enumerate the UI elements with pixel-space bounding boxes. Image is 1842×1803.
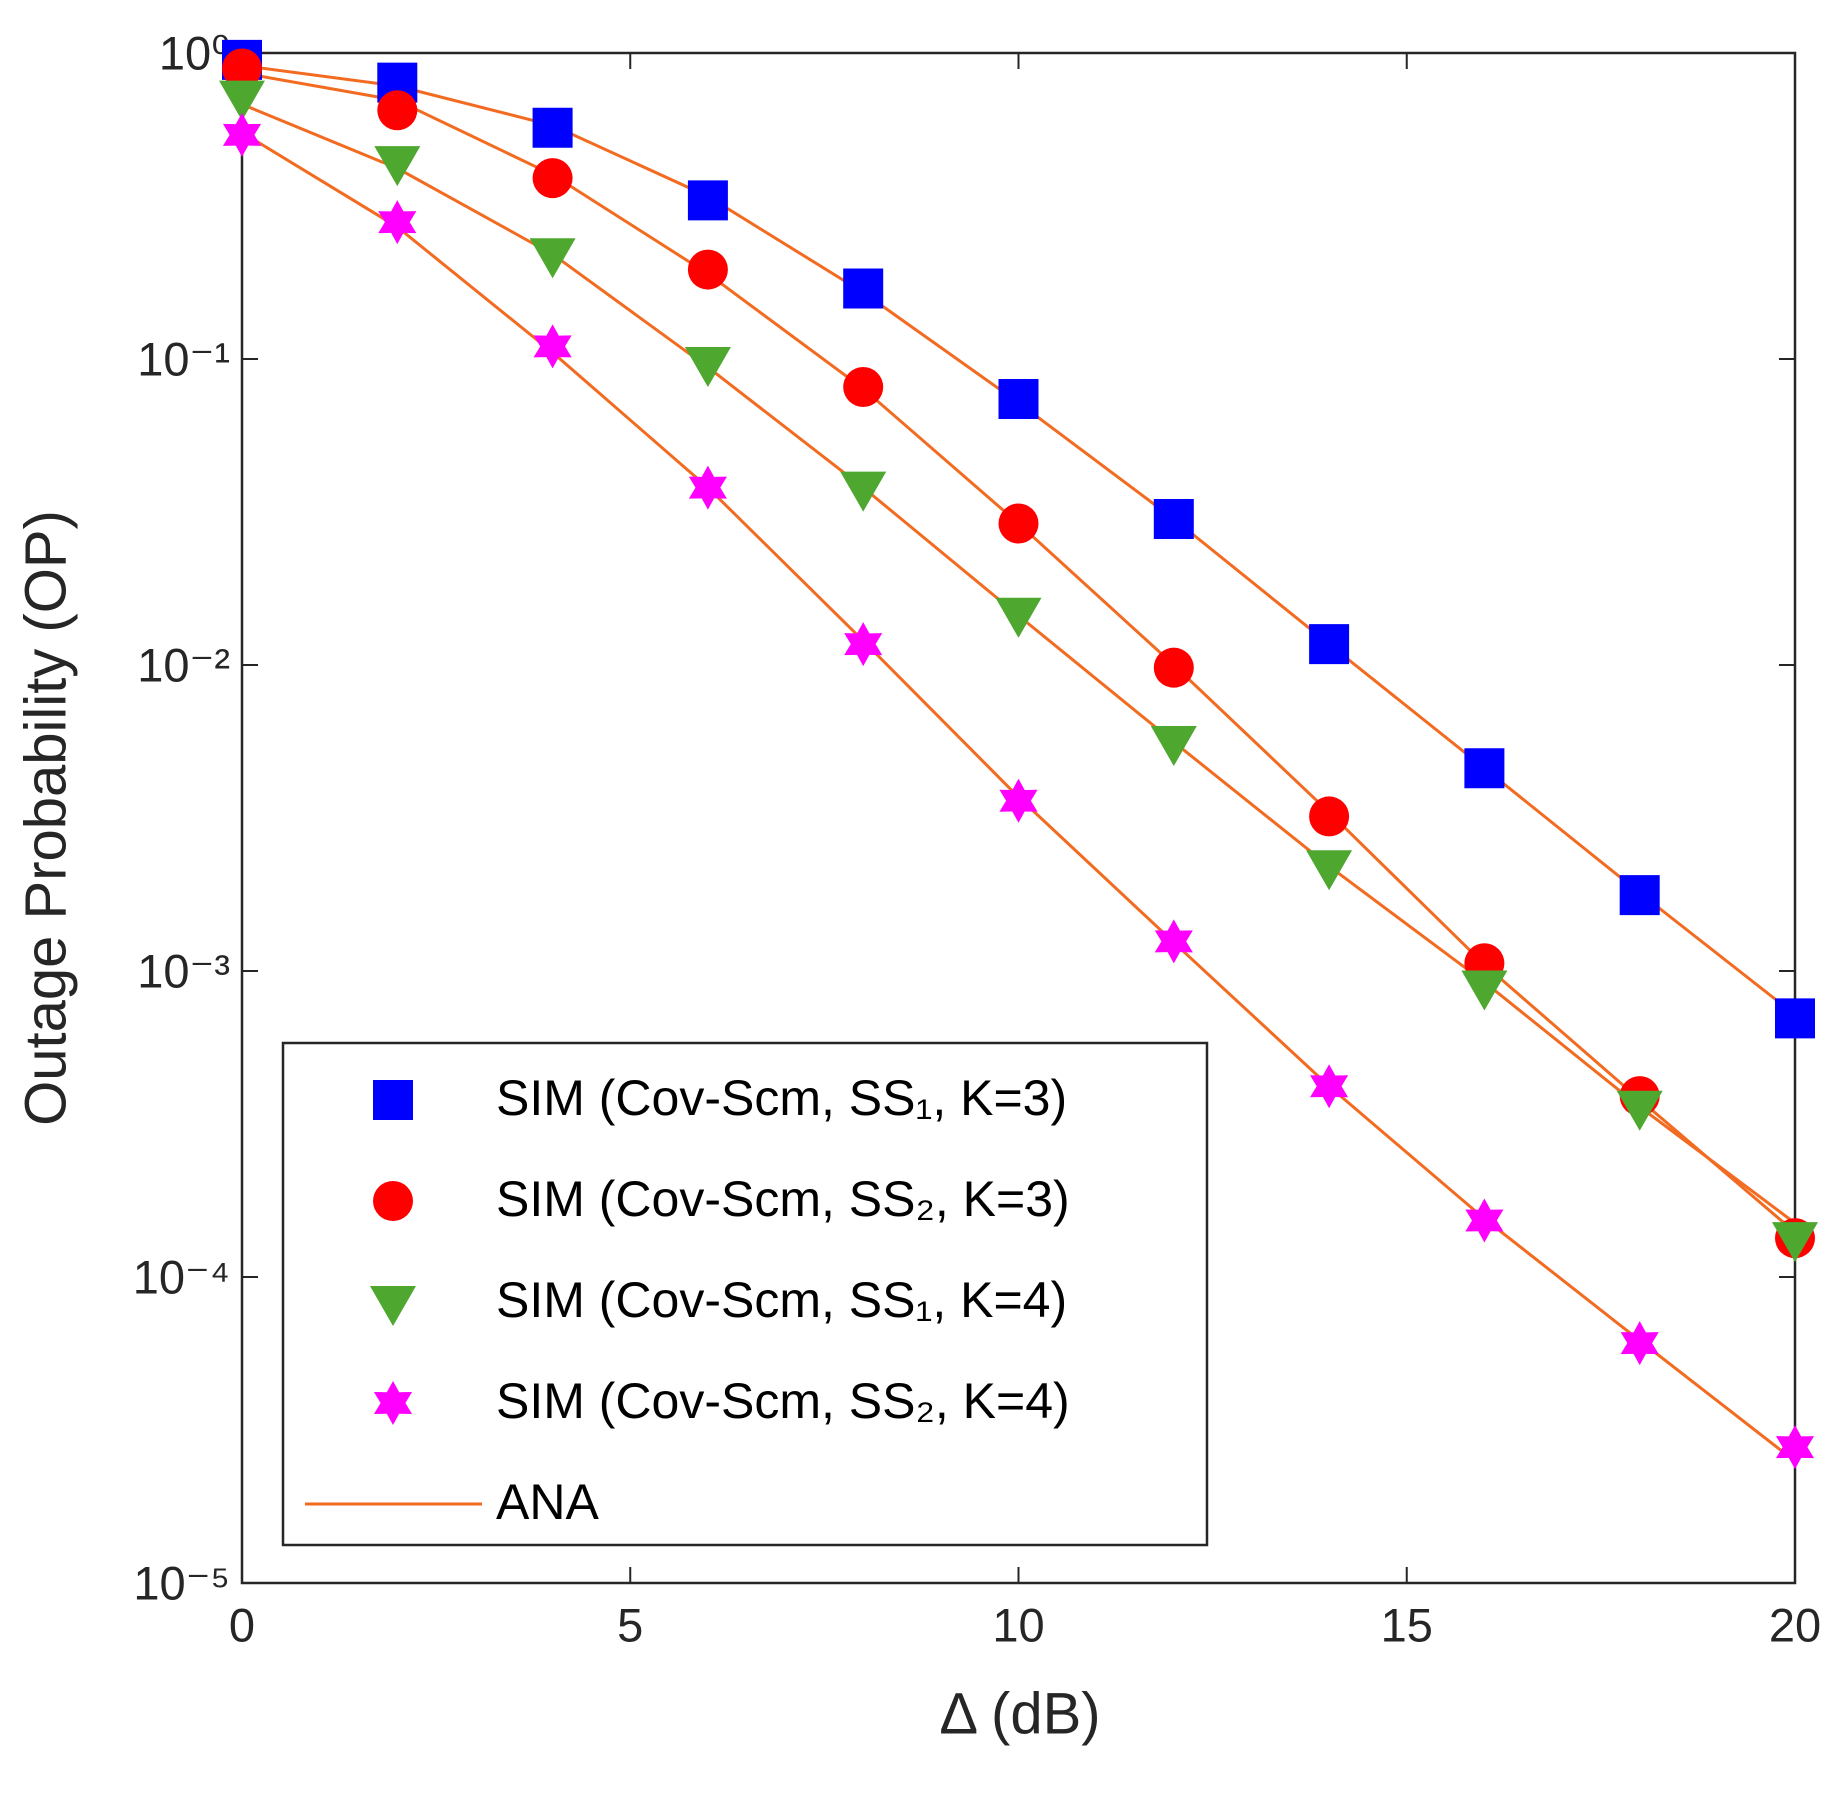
sim-marker <box>377 90 418 131</box>
plot-frame <box>240 51 1797 1585</box>
sim-marker <box>1772 1222 1818 1263</box>
x-tick-label: 10 <box>992 1598 1044 1651</box>
sim-marker <box>1465 1198 1504 1243</box>
legend-label: SIM (Cov-Scm, SS₂, K=3) <box>496 1171 1070 1227</box>
sim-marker <box>219 80 265 121</box>
sim-marker <box>843 367 884 408</box>
sim-marker <box>840 471 887 512</box>
sim-marker <box>1309 624 1350 665</box>
sim-marker <box>1775 1425 1815 1470</box>
sim-marker <box>1620 1321 1659 1366</box>
sim-marker <box>222 112 262 157</box>
sim-marker <box>1150 726 1197 767</box>
y-tick-label: 10⁰ <box>159 26 230 79</box>
sim-marker <box>688 465 727 510</box>
legend-label: SIM (Cov-Scm, SS₂, K=4) <box>496 1373 1070 1429</box>
sim-marker <box>1309 796 1350 837</box>
legend-marker <box>373 1181 413 1221</box>
sim-marker <box>1461 970 1508 1011</box>
sim-marker <box>998 503 1039 544</box>
sim-marker <box>995 597 1042 638</box>
legend-marker <box>373 1381 413 1425</box>
sim-marker <box>843 268 884 309</box>
x-tick-label: 5 <box>617 1598 643 1651</box>
y-tick-label: 10⁻⁴ <box>133 1250 230 1303</box>
sim-marker <box>1616 1090 1663 1131</box>
sim-marker <box>1775 998 1815 1039</box>
sim-marker <box>998 379 1039 420</box>
y-tick-label: 10⁻¹ <box>137 332 230 385</box>
y-tick-label: 10⁻² <box>137 638 230 691</box>
legend-marker <box>373 1080 413 1120</box>
legend-marker <box>370 1286 416 1326</box>
sim-marker <box>687 249 728 290</box>
sim-marker <box>529 238 576 279</box>
x-tick-label: 0 <box>229 1598 255 1651</box>
y-tick-label: 10⁻³ <box>137 944 230 997</box>
sim-marker <box>1306 850 1353 891</box>
sim-marker <box>1153 647 1194 688</box>
sim-marker <box>1619 875 1660 916</box>
legend-label: SIM (Cov-Scm, SS₁, K=3) <box>496 1070 1067 1126</box>
x-tick-label: 20 <box>1769 1598 1821 1651</box>
sim-marker <box>222 48 262 89</box>
y-axis-label: Outage Probability (OP) <box>13 510 78 1126</box>
sim-marker <box>533 324 572 369</box>
sim-marker <box>1154 919 1193 964</box>
sim-marker <box>378 200 417 245</box>
sim-marker <box>532 158 573 199</box>
sim-marker <box>374 146 421 187</box>
x-tick-label: 15 <box>1381 1598 1433 1651</box>
sim-marker <box>844 622 883 667</box>
sim-marker <box>1464 748 1505 789</box>
sim-marker <box>532 107 573 148</box>
sim-marker <box>687 180 728 221</box>
x-axis-label: Δ (dB) <box>939 1681 1100 1746</box>
sim-marker <box>999 778 1038 823</box>
legend-box <box>281 1041 1209 1547</box>
sim-marker <box>1310 1064 1349 1109</box>
sim-marker <box>377 62 418 103</box>
legend-label: SIM (Cov-Scm, SS₁, K=4) <box>496 1272 1067 1328</box>
legend-label: ANA <box>496 1474 599 1530</box>
y-tick-label: 10⁻⁵ <box>133 1556 230 1609</box>
sim-marker <box>684 347 731 388</box>
sim-marker <box>1153 499 1194 540</box>
